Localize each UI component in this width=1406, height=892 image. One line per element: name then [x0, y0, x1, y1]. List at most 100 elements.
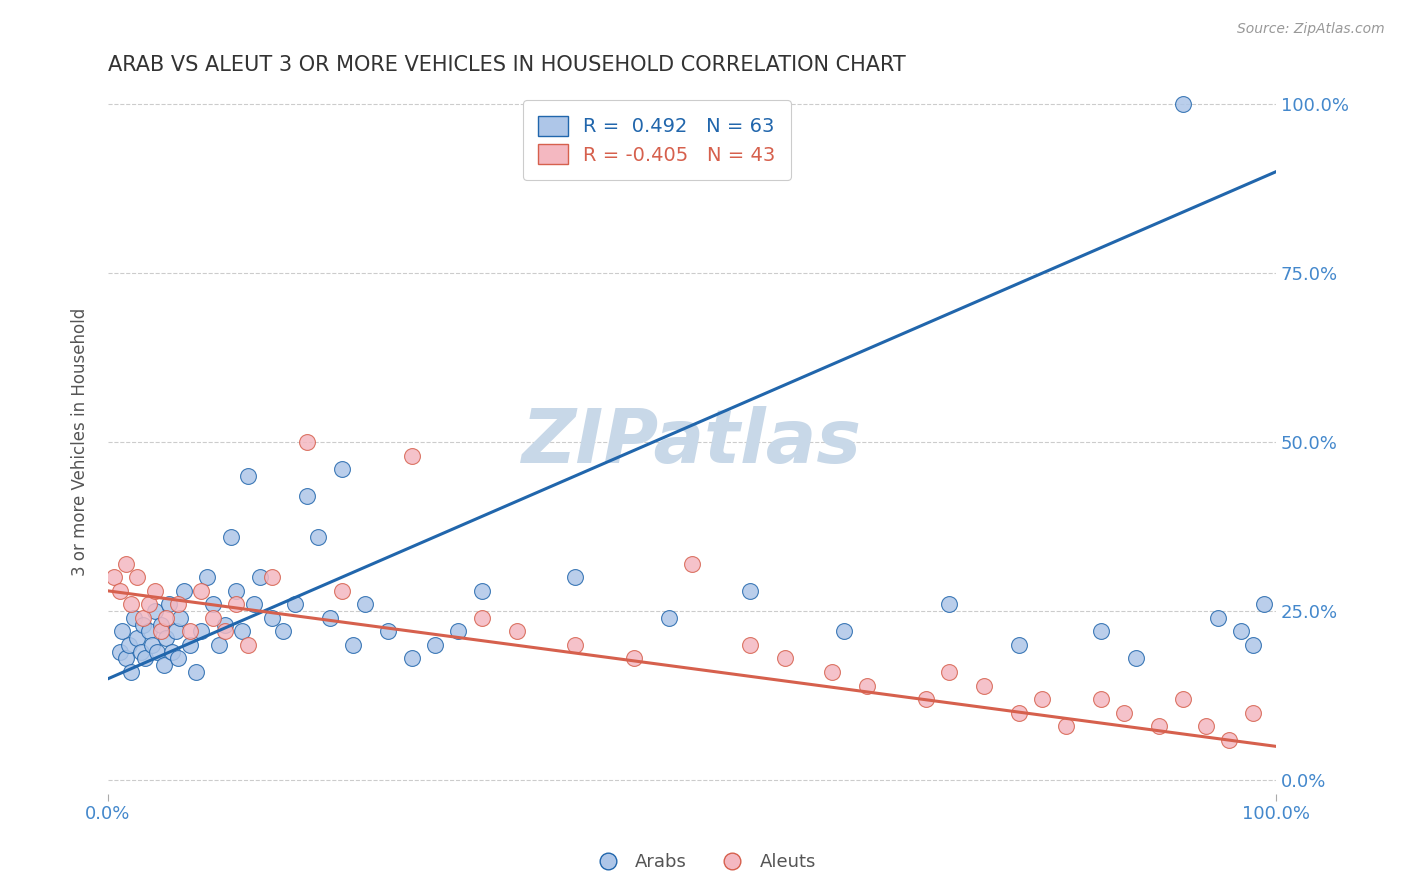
Point	[114, 557, 136, 571]
Point	[167, 598, 190, 612]
Point	[1206, 611, 1229, 625]
Point	[564, 570, 586, 584]
Point	[330, 583, 353, 598]
Point	[143, 583, 166, 598]
Point	[658, 611, 681, 625]
Point	[1125, 651, 1147, 665]
Point	[195, 570, 218, 584]
Point	[832, 624, 855, 639]
Point	[330, 462, 353, 476]
Point	[243, 598, 266, 612]
Point	[134, 651, 156, 665]
Point	[271, 624, 294, 639]
Point	[681, 557, 703, 571]
Point	[249, 570, 271, 584]
Point	[108, 645, 131, 659]
Point	[471, 611, 494, 625]
Point	[1008, 638, 1031, 652]
Point	[127, 570, 149, 584]
Point	[190, 583, 212, 598]
Point	[190, 624, 212, 639]
Point	[307, 530, 329, 544]
Point	[179, 624, 201, 639]
Text: ZIPatlas: ZIPatlas	[522, 406, 862, 479]
Point	[295, 489, 318, 503]
Point	[202, 598, 225, 612]
Legend: Arabs, Aleuts: Arabs, Aleuts	[583, 847, 823, 879]
Point	[1031, 692, 1053, 706]
Point	[225, 598, 247, 612]
Point	[165, 624, 187, 639]
Point	[1241, 638, 1264, 652]
Point	[1090, 692, 1112, 706]
Point	[284, 598, 307, 612]
Point	[1218, 732, 1240, 747]
Point	[471, 583, 494, 598]
Point	[138, 624, 160, 639]
Point	[423, 638, 446, 652]
Point	[179, 638, 201, 652]
Point	[1147, 719, 1170, 733]
Point	[775, 651, 797, 665]
Point	[1171, 692, 1194, 706]
Point	[447, 624, 470, 639]
Point	[260, 611, 283, 625]
Point	[118, 638, 141, 652]
Point	[260, 570, 283, 584]
Legend: R =  0.492   N = 63, R = -0.405   N = 43: R = 0.492 N = 63, R = -0.405 N = 43	[523, 100, 792, 180]
Point	[157, 598, 180, 612]
Point	[214, 624, 236, 639]
Point	[108, 583, 131, 598]
Y-axis label: 3 or more Vehicles in Household: 3 or more Vehicles in Household	[72, 308, 89, 576]
Point	[155, 631, 177, 645]
Point	[1008, 706, 1031, 720]
Point	[129, 645, 152, 659]
Point	[141, 638, 163, 652]
Point	[319, 611, 342, 625]
Point	[160, 645, 183, 659]
Point	[401, 651, 423, 665]
Point	[623, 651, 645, 665]
Point	[111, 624, 134, 639]
Point	[146, 645, 169, 659]
Point	[155, 611, 177, 625]
Point	[225, 583, 247, 598]
Text: Source: ZipAtlas.com: Source: ZipAtlas.com	[1237, 22, 1385, 37]
Text: ARAB VS ALEUT 3 OR MORE VEHICLES IN HOUSEHOLD CORRELATION CHART: ARAB VS ALEUT 3 OR MORE VEHICLES IN HOUS…	[108, 55, 905, 75]
Point	[122, 611, 145, 625]
Point	[342, 638, 364, 652]
Point	[114, 651, 136, 665]
Point	[208, 638, 231, 652]
Point	[740, 583, 762, 598]
Point	[173, 583, 195, 598]
Point	[169, 611, 191, 625]
Point	[295, 435, 318, 450]
Point	[184, 665, 207, 679]
Point	[1230, 624, 1253, 639]
Point	[202, 611, 225, 625]
Point	[149, 624, 172, 639]
Point	[377, 624, 399, 639]
Point	[914, 692, 936, 706]
Point	[740, 638, 762, 652]
Point	[132, 617, 155, 632]
Point	[1090, 624, 1112, 639]
Point	[236, 638, 259, 652]
Point	[354, 598, 377, 612]
Point	[973, 679, 995, 693]
Point	[236, 469, 259, 483]
Point	[401, 449, 423, 463]
Point	[231, 624, 253, 639]
Point	[153, 658, 176, 673]
Point	[938, 598, 960, 612]
Point	[120, 665, 142, 679]
Point	[219, 530, 242, 544]
Point	[506, 624, 529, 639]
Point	[143, 604, 166, 618]
Point	[132, 611, 155, 625]
Point	[138, 598, 160, 612]
Point	[1114, 706, 1136, 720]
Point	[103, 570, 125, 584]
Point	[120, 598, 142, 612]
Point	[1241, 706, 1264, 720]
